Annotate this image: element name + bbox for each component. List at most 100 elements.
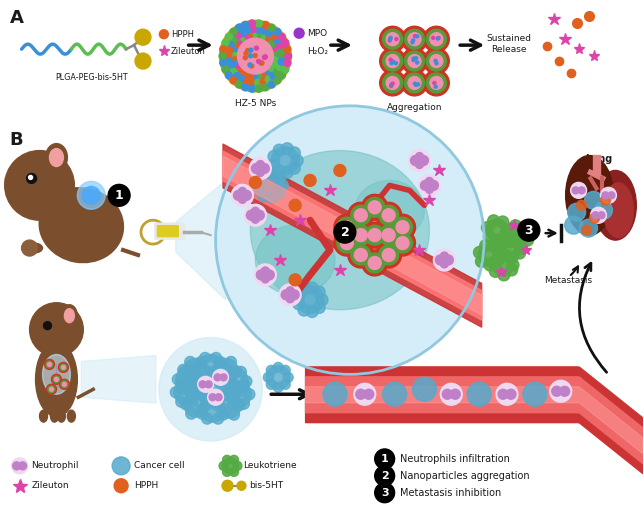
Circle shape: [185, 408, 196, 419]
Circle shape: [426, 29, 446, 49]
Circle shape: [254, 264, 276, 286]
Circle shape: [394, 62, 397, 65]
Circle shape: [430, 54, 443, 67]
Circle shape: [436, 37, 439, 40]
Circle shape: [218, 390, 229, 401]
Circle shape: [223, 458, 238, 474]
Circle shape: [265, 67, 272, 75]
Circle shape: [600, 188, 616, 204]
Circle shape: [270, 61, 277, 68]
Circle shape: [244, 389, 255, 400]
Circle shape: [507, 259, 519, 271]
Circle shape: [227, 398, 238, 409]
Circle shape: [223, 369, 249, 394]
Circle shape: [402, 26, 428, 52]
Circle shape: [306, 282, 318, 294]
Circle shape: [212, 400, 223, 411]
Circle shape: [185, 375, 196, 387]
Circle shape: [390, 214, 415, 240]
Circle shape: [415, 61, 419, 64]
Ellipse shape: [594, 171, 636, 240]
Circle shape: [254, 72, 261, 79]
Circle shape: [194, 374, 205, 385]
Circle shape: [253, 175, 265, 187]
Circle shape: [348, 203, 374, 228]
Circle shape: [298, 304, 310, 316]
Circle shape: [251, 163, 261, 173]
Ellipse shape: [251, 151, 430, 310]
Circle shape: [389, 36, 392, 40]
Circle shape: [229, 390, 240, 401]
Circle shape: [223, 467, 231, 476]
Circle shape: [255, 85, 262, 92]
Circle shape: [231, 366, 242, 377]
Circle shape: [415, 83, 417, 86]
Circle shape: [279, 284, 301, 306]
Circle shape: [289, 162, 300, 174]
Circle shape: [281, 290, 291, 300]
Circle shape: [135, 29, 151, 45]
Circle shape: [442, 389, 452, 399]
Circle shape: [12, 458, 28, 474]
Circle shape: [502, 233, 513, 245]
Circle shape: [395, 38, 398, 41]
Circle shape: [232, 48, 240, 56]
Circle shape: [216, 384, 227, 395]
Circle shape: [430, 33, 443, 46]
Circle shape: [256, 169, 264, 176]
Circle shape: [229, 467, 238, 476]
Circle shape: [289, 290, 299, 300]
Circle shape: [600, 195, 611, 205]
Circle shape: [216, 106, 484, 374]
Circle shape: [426, 73, 446, 93]
Circle shape: [234, 45, 241, 51]
Circle shape: [246, 34, 252, 41]
Circle shape: [231, 185, 253, 206]
Circle shape: [180, 399, 191, 410]
Circle shape: [334, 214, 360, 240]
Circle shape: [274, 77, 281, 84]
Circle shape: [200, 353, 211, 363]
Circle shape: [220, 46, 227, 53]
Circle shape: [269, 24, 275, 31]
Circle shape: [265, 76, 272, 83]
Circle shape: [200, 396, 225, 422]
Circle shape: [236, 81, 242, 88]
Circle shape: [253, 53, 257, 58]
Circle shape: [22, 240, 37, 256]
Circle shape: [383, 382, 406, 406]
Ellipse shape: [57, 410, 66, 422]
Circle shape: [267, 191, 278, 203]
Circle shape: [242, 84, 249, 91]
Circle shape: [560, 387, 570, 396]
Circle shape: [135, 53, 151, 69]
Polygon shape: [81, 356, 156, 403]
Circle shape: [262, 84, 269, 91]
Circle shape: [281, 143, 293, 155]
Circle shape: [413, 82, 417, 85]
Circle shape: [354, 229, 367, 242]
Circle shape: [368, 256, 381, 269]
Circle shape: [19, 462, 26, 470]
Circle shape: [234, 61, 241, 68]
Circle shape: [289, 199, 301, 211]
Circle shape: [59, 379, 70, 389]
Circle shape: [185, 389, 196, 400]
Text: Neutrophil: Neutrophil: [32, 462, 79, 470]
Circle shape: [289, 274, 301, 286]
Circle shape: [215, 394, 222, 401]
Circle shape: [404, 51, 424, 71]
Circle shape: [341, 236, 354, 249]
Circle shape: [408, 54, 421, 67]
Circle shape: [211, 372, 222, 382]
Circle shape: [225, 33, 232, 40]
Circle shape: [237, 481, 246, 490]
Circle shape: [408, 33, 421, 46]
Circle shape: [412, 59, 415, 62]
Circle shape: [234, 33, 241, 40]
Circle shape: [194, 384, 205, 395]
Circle shape: [273, 382, 283, 392]
Circle shape: [375, 466, 395, 486]
Circle shape: [488, 215, 500, 227]
Text: Metastasis inhibition: Metastasis inhibition: [399, 488, 501, 498]
